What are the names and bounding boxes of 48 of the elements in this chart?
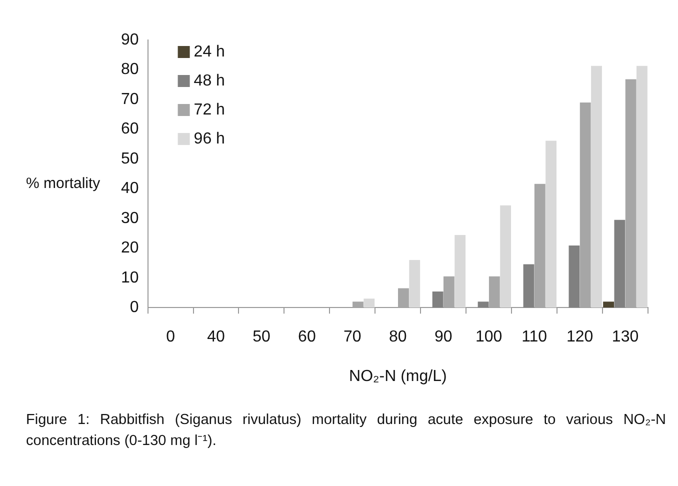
bar — [443, 276, 454, 308]
bar — [364, 298, 375, 308]
y-axis-title: % mortality — [26, 174, 101, 192]
bar — [603, 302, 614, 308]
y-tick-label: 0 — [130, 299, 139, 316]
legend-label: 24 h — [194, 43, 225, 60]
y-tick-label: 20 — [121, 240, 139, 257]
bar — [488, 276, 500, 308]
x-tick-label: 70 — [344, 328, 362, 346]
x-tick-label: 80 — [389, 328, 407, 346]
y-tick-label: 10 — [121, 269, 139, 286]
y-tick-label: 50 — [121, 150, 139, 168]
x-axis-title: NO₂-N (mg/L) — [349, 368, 447, 385]
bar — [546, 140, 556, 308]
bar — [636, 66, 648, 308]
y-tick-label: 80 — [121, 61, 139, 78]
x-tick-label: 50 — [252, 328, 270, 346]
bar — [352, 302, 364, 308]
bar — [534, 184, 546, 308]
bar — [568, 245, 580, 308]
bar — [409, 260, 420, 308]
x-tick-label: 120 — [566, 328, 594, 346]
bar — [591, 66, 602, 308]
caption: Figure 1: Rabbitfish (Siganus rivulatus) mortality during acute exposure to various NO₂-N concentrations (0-130 mg l⁻¹). — [26, 411, 666, 451]
x-tick-label: 130 — [612, 328, 639, 346]
x-tick-label: 110 — [522, 328, 548, 346]
bar — [398, 288, 409, 308]
y-tick-label: 70 — [121, 90, 139, 108]
bar — [625, 79, 636, 308]
x-tick-label: 0 — [166, 328, 176, 346]
x-tick-label: 40 — [207, 328, 226, 346]
bar — [454, 235, 466, 308]
legend-label: 72 h — [194, 101, 225, 118]
legend-label: 48 h — [194, 72, 225, 90]
x-tick-label: 90 — [434, 328, 452, 346]
y-tick-label: 40 — [121, 180, 139, 198]
bar — [523, 264, 534, 308]
y-tick-label: 60 — [121, 120, 139, 138]
y-tick-label: 90 — [121, 31, 139, 48]
x-tick-label: 60 — [298, 328, 316, 346]
bar — [432, 292, 444, 308]
bar — [478, 302, 489, 308]
bar — [500, 205, 512, 308]
bar — [614, 220, 626, 308]
y-tick-label: 30 — [121, 210, 139, 227]
bar — [580, 102, 591, 308]
x-tick-label: 100 — [475, 328, 502, 346]
legend-label: 96 h — [194, 130, 225, 148]
